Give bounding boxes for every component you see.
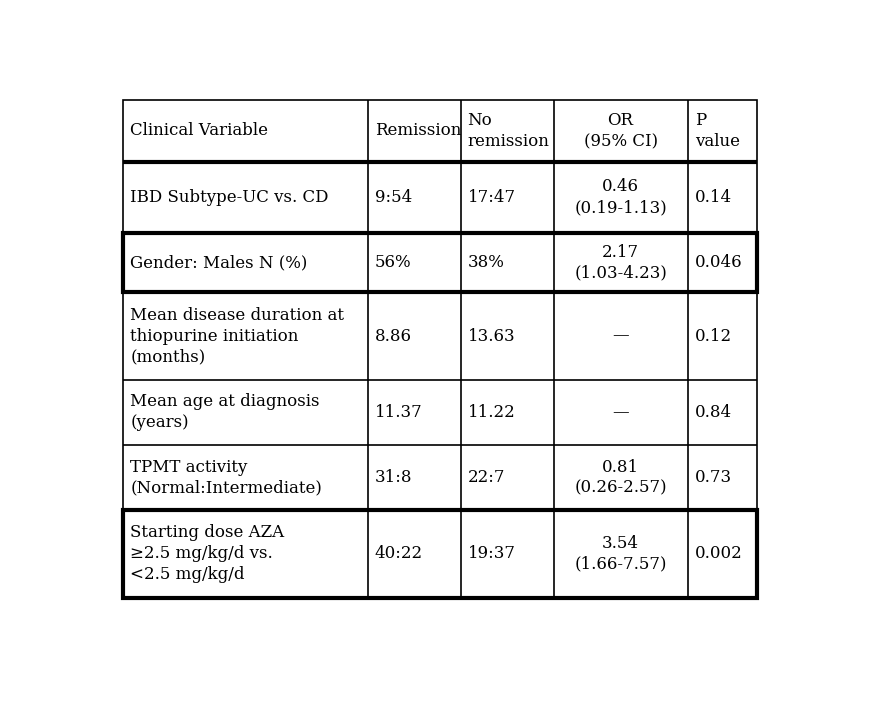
Text: Remission: Remission bbox=[375, 123, 461, 139]
Text: 22:7: 22:7 bbox=[467, 469, 505, 486]
Text: 2.17
(1.03-4.23): 2.17 (1.03-4.23) bbox=[575, 243, 667, 281]
Text: OR
(95% CI): OR (95% CI) bbox=[583, 112, 658, 150]
Text: 31:8: 31:8 bbox=[375, 469, 412, 486]
Text: 17:47: 17:47 bbox=[467, 189, 516, 206]
Text: 3.54
(1.66-7.57): 3.54 (1.66-7.57) bbox=[575, 535, 667, 573]
Text: 9:54: 9:54 bbox=[375, 189, 412, 206]
Text: 38%: 38% bbox=[467, 254, 504, 271]
Text: 11.22: 11.22 bbox=[467, 404, 515, 421]
Text: Mean age at diagnosis
(years): Mean age at diagnosis (years) bbox=[131, 393, 320, 432]
Text: Gender: Males N (%): Gender: Males N (%) bbox=[131, 254, 307, 271]
Text: 0.14: 0.14 bbox=[694, 189, 732, 206]
Text: 0.12: 0.12 bbox=[694, 327, 732, 345]
Text: 0.046: 0.046 bbox=[694, 254, 742, 271]
Text: Mean disease duration at
thiopurine initiation
(months): Mean disease duration at thiopurine init… bbox=[131, 307, 345, 365]
Bar bbox=[123, 233, 757, 292]
Text: 13.63: 13.63 bbox=[467, 327, 515, 345]
Text: TPMT activity
(Normal:Intermediate): TPMT activity (Normal:Intermediate) bbox=[131, 459, 322, 497]
Text: IBD Subtype-UC vs. CD: IBD Subtype-UC vs. CD bbox=[131, 189, 329, 206]
Text: 0.73: 0.73 bbox=[694, 469, 732, 486]
Text: 11.37: 11.37 bbox=[375, 404, 423, 421]
Text: —: — bbox=[613, 327, 629, 345]
Text: 19:37: 19:37 bbox=[467, 546, 516, 562]
Text: P
value: P value bbox=[694, 112, 740, 150]
Text: Clinical Variable: Clinical Variable bbox=[131, 123, 268, 139]
Text: 0.81
(0.26-2.57): 0.81 (0.26-2.57) bbox=[575, 459, 667, 497]
Text: 8.86: 8.86 bbox=[375, 327, 411, 345]
Text: —: — bbox=[613, 404, 629, 421]
Text: 56%: 56% bbox=[375, 254, 411, 271]
Bar bbox=[123, 510, 757, 597]
Text: 0.46
(0.19-1.13): 0.46 (0.19-1.13) bbox=[575, 178, 667, 216]
Text: No
remission: No remission bbox=[467, 112, 550, 150]
Text: 0.002: 0.002 bbox=[694, 546, 742, 562]
Text: 40:22: 40:22 bbox=[375, 546, 423, 562]
Text: 0.84: 0.84 bbox=[694, 404, 732, 421]
Text: Starting dose AZA
≥2.5 mg/kg/d vs.
<2.5 mg/kg/d: Starting dose AZA ≥2.5 mg/kg/d vs. <2.5 … bbox=[131, 524, 284, 583]
